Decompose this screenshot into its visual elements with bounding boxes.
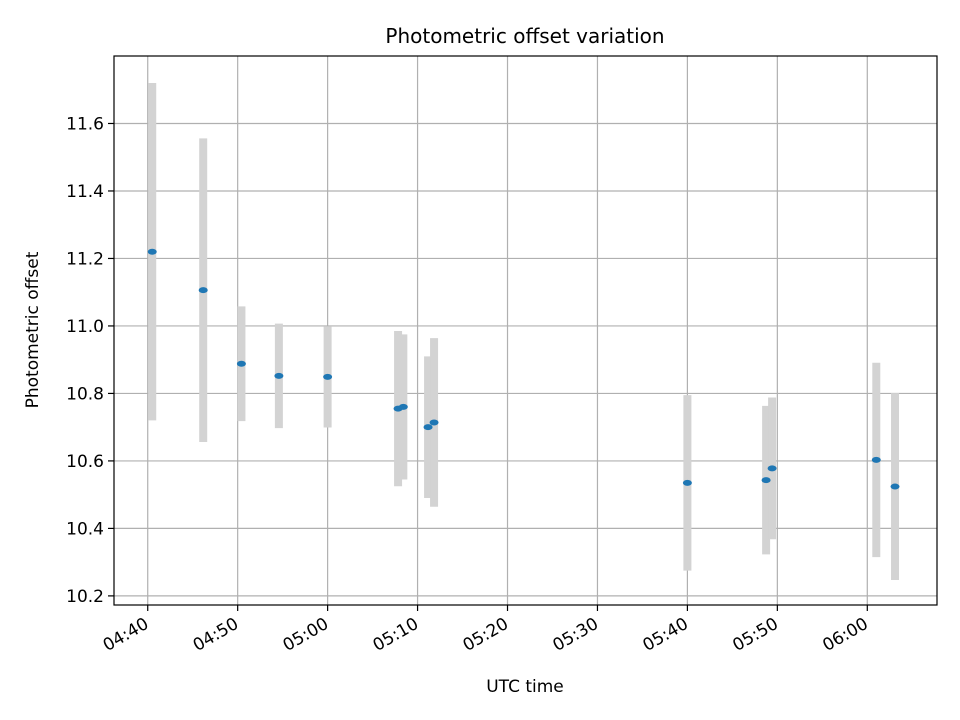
- grid-lines: [114, 56, 937, 605]
- data-point: [871, 456, 881, 463]
- y-tick-label: 11.2: [66, 249, 104, 269]
- y-tick-label: 10.2: [66, 587, 104, 607]
- data-point: [682, 479, 692, 486]
- y-tick-label: 10.8: [66, 384, 104, 404]
- data-point: [274, 372, 284, 379]
- data-point: [767, 465, 777, 472]
- y-tick-label: 10.4: [66, 519, 104, 539]
- y-tick-label: 11.4: [66, 182, 104, 202]
- y-tick-label: 11.6: [66, 114, 104, 134]
- data-point: [398, 403, 408, 410]
- data-point: [761, 477, 771, 484]
- data-point: [423, 424, 433, 431]
- y-axis-label: Photometric offset: [23, 251, 43, 408]
- y-tick-label: 10.6: [66, 452, 104, 472]
- plot-frame: [113, 55, 938, 606]
- data-points: [147, 248, 900, 490]
- data-point: [198, 287, 208, 294]
- data-point: [147, 248, 157, 255]
- data-point: [890, 483, 900, 490]
- data-point: [429, 419, 439, 426]
- y-tick-label: 11.0: [66, 317, 104, 337]
- x-axis-label: UTC time: [486, 677, 564, 697]
- y-axis-ticks: 10.2 10.4 10.6 10.8 11.0 11.2 11.4 11.6: [66, 114, 114, 607]
- chart-title: Photometric offset variation: [385, 24, 664, 48]
- data-point: [236, 360, 246, 367]
- data-point: [323, 373, 333, 380]
